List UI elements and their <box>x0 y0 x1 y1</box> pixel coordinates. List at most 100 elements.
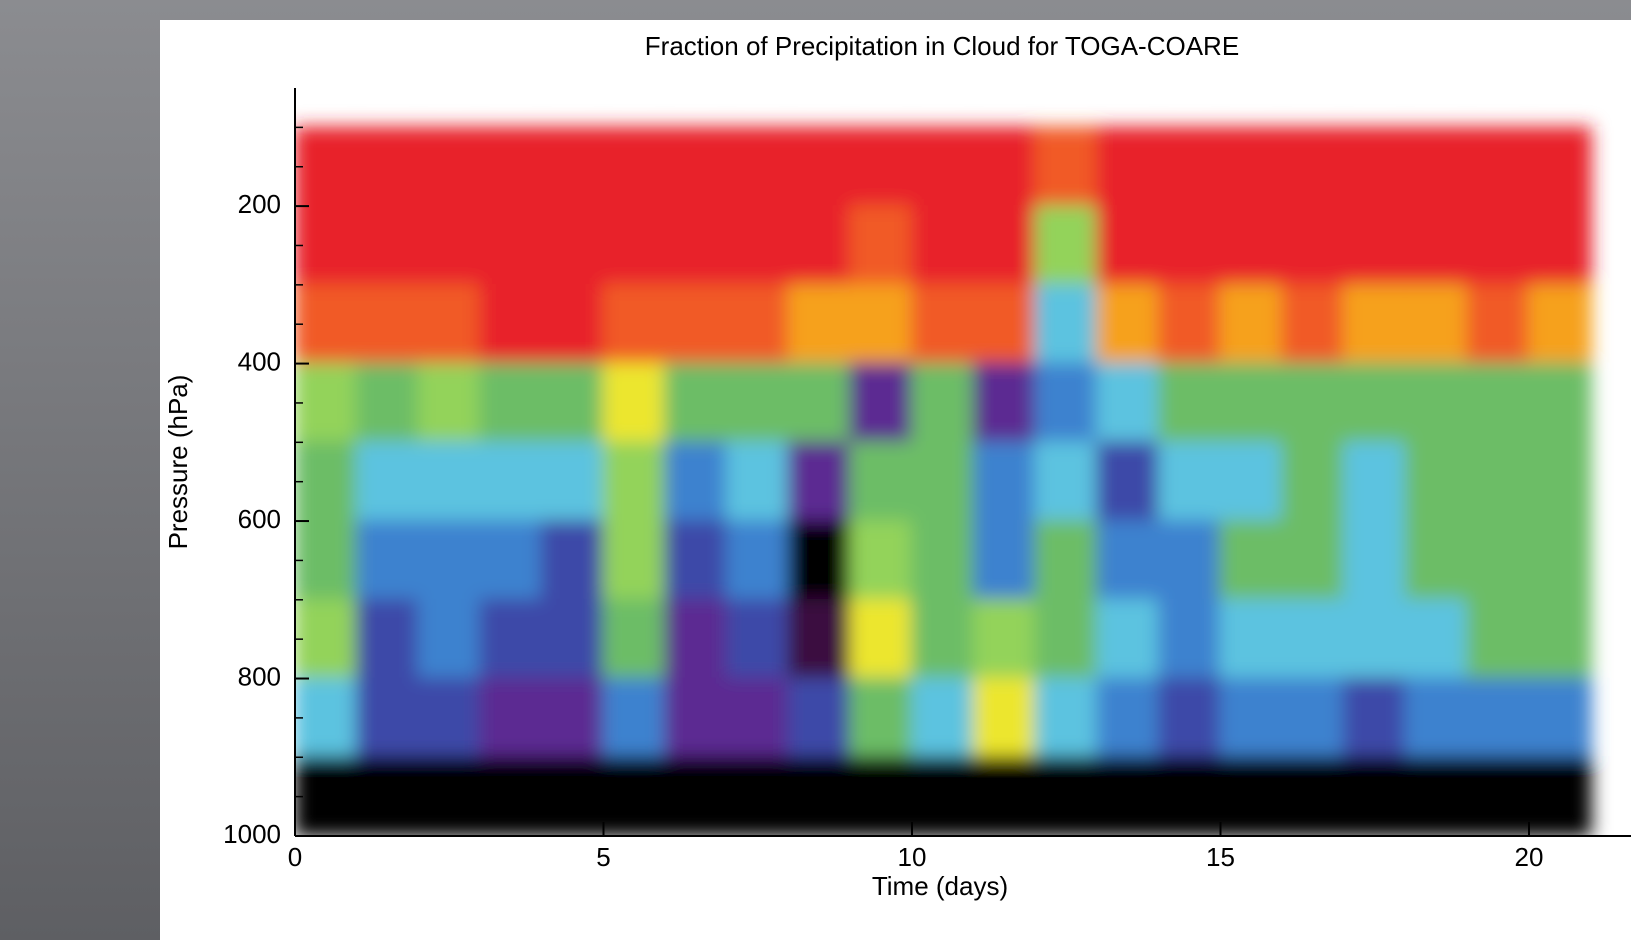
contour-cell <box>972 283 1037 365</box>
contour-cell <box>1034 756 1099 836</box>
contour-cell <box>1096 756 1160 836</box>
chart-title: Fraction of Precipitation in Cloud for T… <box>645 31 1239 61</box>
contour-cell <box>911 520 975 601</box>
contour-cell <box>1157 677 1222 759</box>
contour-cell <box>664 283 728 365</box>
contour-cell <box>849 520 913 601</box>
contour-cell <box>725 362 790 444</box>
contour-cell <box>1528 520 1592 601</box>
contour-cell <box>355 520 420 601</box>
contour-cell <box>725 677 790 759</box>
contour-cell <box>295 598 358 680</box>
contour-cell <box>725 598 790 680</box>
contour-field <box>295 126 1592 836</box>
contour-cell <box>417 205 482 286</box>
contour-cell <box>1281 598 1345 680</box>
contour-cell <box>1281 756 1345 836</box>
contour-cell <box>787 677 852 759</box>
contour-cell <box>1034 283 1099 365</box>
contour-cell <box>1219 283 1284 365</box>
contour-cell <box>1034 362 1099 444</box>
contour-cell <box>602 520 667 601</box>
contour-cell <box>479 677 543 759</box>
contour-cell <box>1404 520 1469 601</box>
x-tick-label: 20 <box>1515 842 1544 872</box>
contour-cell <box>725 520 790 601</box>
contour-cell <box>540 677 605 759</box>
contour-cell <box>1219 126 1284 208</box>
contour-cell <box>725 205 790 286</box>
contour-cell <box>911 677 975 759</box>
contour-cell <box>1096 126 1160 208</box>
contour-cell <box>664 362 728 444</box>
contour-cell <box>1528 126 1592 208</box>
contour-cell <box>849 598 913 680</box>
contour-cell <box>972 362 1037 444</box>
contour-cell <box>355 677 420 759</box>
contour-cell <box>911 756 975 836</box>
contour-cell <box>1466 756 1530 836</box>
contour-cell <box>295 283 358 365</box>
contour-cell <box>540 441 605 523</box>
contour-cell <box>355 126 420 208</box>
contour-cell <box>602 677 667 759</box>
y-tick-label: 800 <box>238 661 281 691</box>
x-tick-label: 10 <box>898 842 927 872</box>
contour-cell <box>849 362 913 444</box>
contour-cell <box>787 756 852 836</box>
contour-cell <box>1281 362 1345 444</box>
contour-cell <box>1219 520 1284 601</box>
contour-cell <box>972 441 1037 523</box>
contour-cell <box>479 598 543 680</box>
contour-cell <box>1157 598 1222 680</box>
contour-cell <box>1466 362 1530 444</box>
contour-cell <box>602 756 667 836</box>
contour-cell <box>1466 677 1530 759</box>
contour-cell <box>787 126 852 208</box>
contour-cell <box>1528 283 1592 365</box>
contour-cell <box>1466 126 1530 208</box>
contour-cell <box>1281 205 1345 286</box>
contour-cell <box>1466 205 1530 286</box>
contour-cell <box>1281 441 1345 523</box>
contour-cell <box>1157 520 1222 601</box>
contour-cell <box>1096 283 1160 365</box>
contour-cell <box>1219 756 1284 836</box>
contour-cell <box>849 756 913 836</box>
contour-cell <box>664 677 728 759</box>
contour-cell <box>849 126 913 208</box>
contour-cell <box>295 362 358 444</box>
contour-cell <box>1157 205 1222 286</box>
contour-cell <box>1466 283 1530 365</box>
contour-cell <box>479 756 543 836</box>
contour-cell <box>602 362 667 444</box>
contour-cell <box>1096 677 1160 759</box>
contour-cell <box>1342 598 1407 680</box>
contour-cell <box>540 756 605 836</box>
contour-cell <box>602 126 667 208</box>
contour-cell <box>1404 677 1469 759</box>
contour-cell <box>295 441 358 523</box>
contour-cell <box>1404 362 1469 444</box>
contour-cell <box>972 520 1037 601</box>
contour-cell <box>1034 205 1099 286</box>
contour-cell <box>1528 362 1592 444</box>
contour-cell <box>1096 205 1160 286</box>
contour-cell <box>1219 362 1284 444</box>
contour-cell <box>911 441 975 523</box>
contour-cell <box>725 441 790 523</box>
contour-cell <box>1342 520 1407 601</box>
contour-cell <box>479 283 543 365</box>
contour-cell <box>540 205 605 286</box>
contour-cell <box>295 205 358 286</box>
x-tick-label: 15 <box>1206 842 1235 872</box>
y-tick-label: 400 <box>238 346 281 376</box>
contour-cell <box>602 441 667 523</box>
contour-cell <box>1342 677 1407 759</box>
y-tick-label: 1000 <box>223 819 281 849</box>
contour-cell <box>972 205 1037 286</box>
contour-cell <box>1528 598 1592 680</box>
y-axis-label: Pressure (hPa) <box>163 375 193 550</box>
contour-cell <box>1096 441 1160 523</box>
contour-cell <box>1281 283 1345 365</box>
